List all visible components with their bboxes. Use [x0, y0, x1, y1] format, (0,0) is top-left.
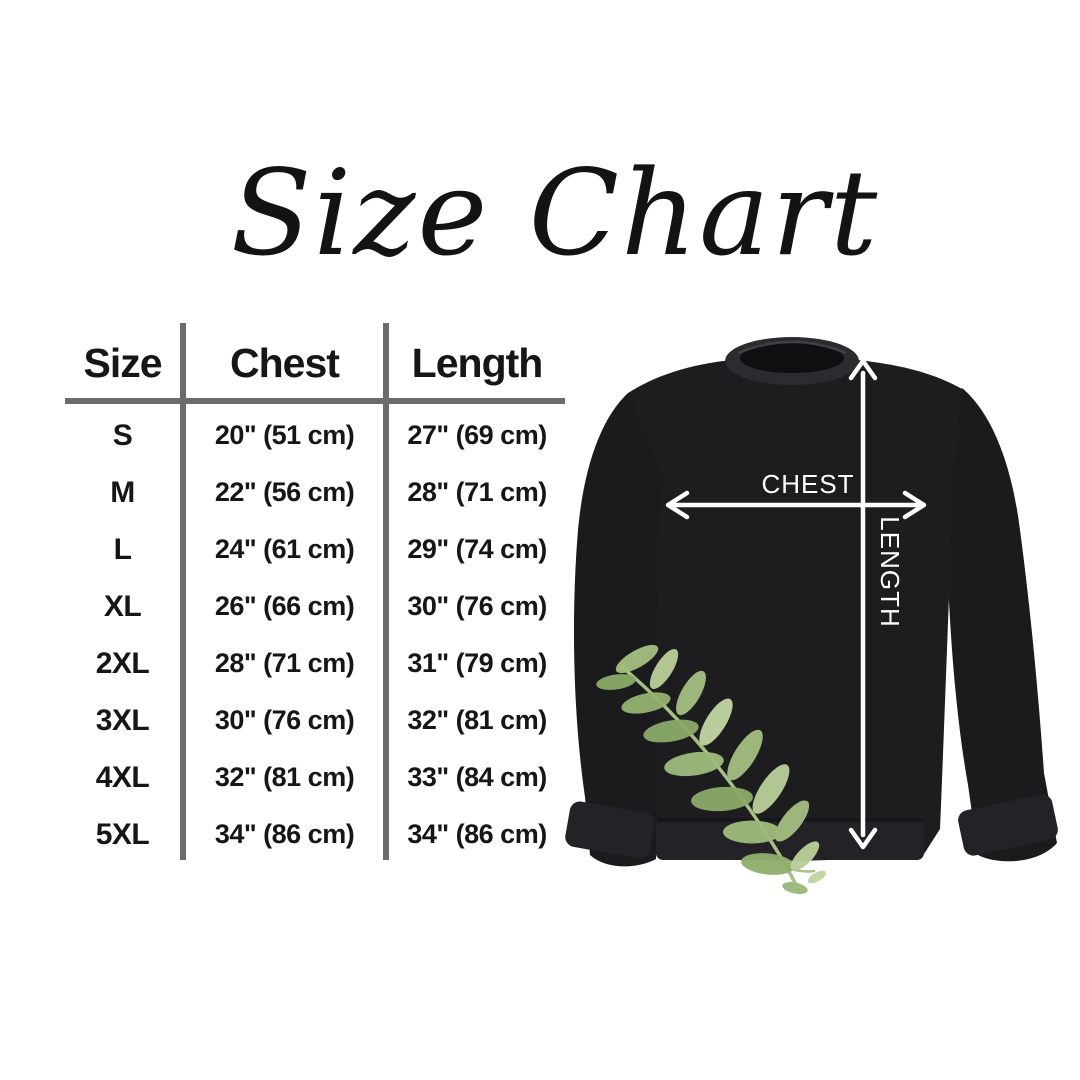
- chest-arrow: [665, 490, 927, 520]
- size-table: Size Chest Length S 20" (51 cm) 27" (69 …: [65, 323, 565, 860]
- length-cell: 29" (74 cm): [383, 518, 565, 575]
- chest-cell: 20" (51 cm): [180, 401, 386, 461]
- chest-cell: 34" (86 cm): [180, 803, 386, 860]
- table-row: XL 26" (66 cm) 30" (76 cm): [65, 575, 565, 632]
- chest-cell: 24" (61 cm): [180, 518, 386, 575]
- chest-cell: 28" (71 cm): [180, 632, 386, 689]
- chest-cell: 22" (56 cm): [180, 461, 386, 518]
- table-row: 2XL 28" (71 cm) 31" (79 cm): [65, 632, 565, 689]
- table-row: 5XL 34" (86 cm) 34" (86 cm): [65, 803, 565, 860]
- hem-band: [656, 819, 924, 860]
- table-row: M 22" (56 cm) 28" (71 cm): [65, 461, 565, 518]
- length-arrow: [848, 358, 878, 850]
- chest-label: CHEST: [761, 469, 854, 499]
- collar-opening: [740, 343, 844, 373]
- length-cell: 27" (69 cm): [383, 401, 565, 461]
- length-cell: 33" (84 cm): [383, 746, 565, 803]
- chest-cell: 26" (66 cm): [180, 575, 386, 632]
- size-cell: XL: [103, 589, 142, 623]
- length-cell: 30" (76 cm): [383, 575, 565, 632]
- size-cell: M: [110, 475, 135, 509]
- size-cell: 3XL: [95, 703, 150, 737]
- length-cell: 32" (81 cm): [383, 689, 565, 746]
- page-title: Size Chart: [230, 144, 880, 282]
- left-cuff: [565, 801, 655, 859]
- chest-cell: 32" (81 cm): [180, 746, 386, 803]
- sweatshirt-body: [628, 357, 962, 861]
- left-sleeve: [573, 393, 671, 867]
- right-cuff: [958, 794, 1058, 856]
- size-cell: S: [112, 418, 133, 452]
- size-cell: L: [113, 532, 132, 566]
- column-header-size: Size: [65, 323, 183, 404]
- table-row: L 24" (61 cm) 29" (74 cm): [65, 518, 565, 575]
- size-cell: 5XL: [95, 817, 150, 851]
- sweatshirt-image: [565, 337, 1058, 867]
- table-row: S 20" (51 cm) 27" (69 cm): [65, 401, 565, 461]
- length-label: LENGTH: [875, 516, 905, 627]
- column-header-chest: Chest: [180, 323, 386, 404]
- length-cell: 34" (86 cm): [383, 803, 565, 860]
- length-cell: 28" (71 cm): [383, 461, 565, 518]
- size-cell: 2XL: [95, 646, 150, 680]
- leaf-branch-icon: [596, 644, 826, 895]
- length-cell: 31" (79 cm): [383, 632, 565, 689]
- chest-cell: 30" (76 cm): [180, 689, 386, 746]
- column-header-length: Length: [383, 323, 565, 404]
- sweatshirt-diagram: CHEST LENGTH: [565, 337, 1058, 895]
- table-header-row: Size Chest Length: [65, 323, 565, 404]
- size-cell: 4XL: [95, 760, 150, 794]
- right-sleeve: [946, 388, 1057, 862]
- collar-rim: [737, 340, 847, 355]
- table-row: 3XL 30" (76 cm) 32" (81 cm): [65, 689, 565, 746]
- table-row: 4XL 32" (81 cm) 33" (84 cm): [65, 746, 565, 803]
